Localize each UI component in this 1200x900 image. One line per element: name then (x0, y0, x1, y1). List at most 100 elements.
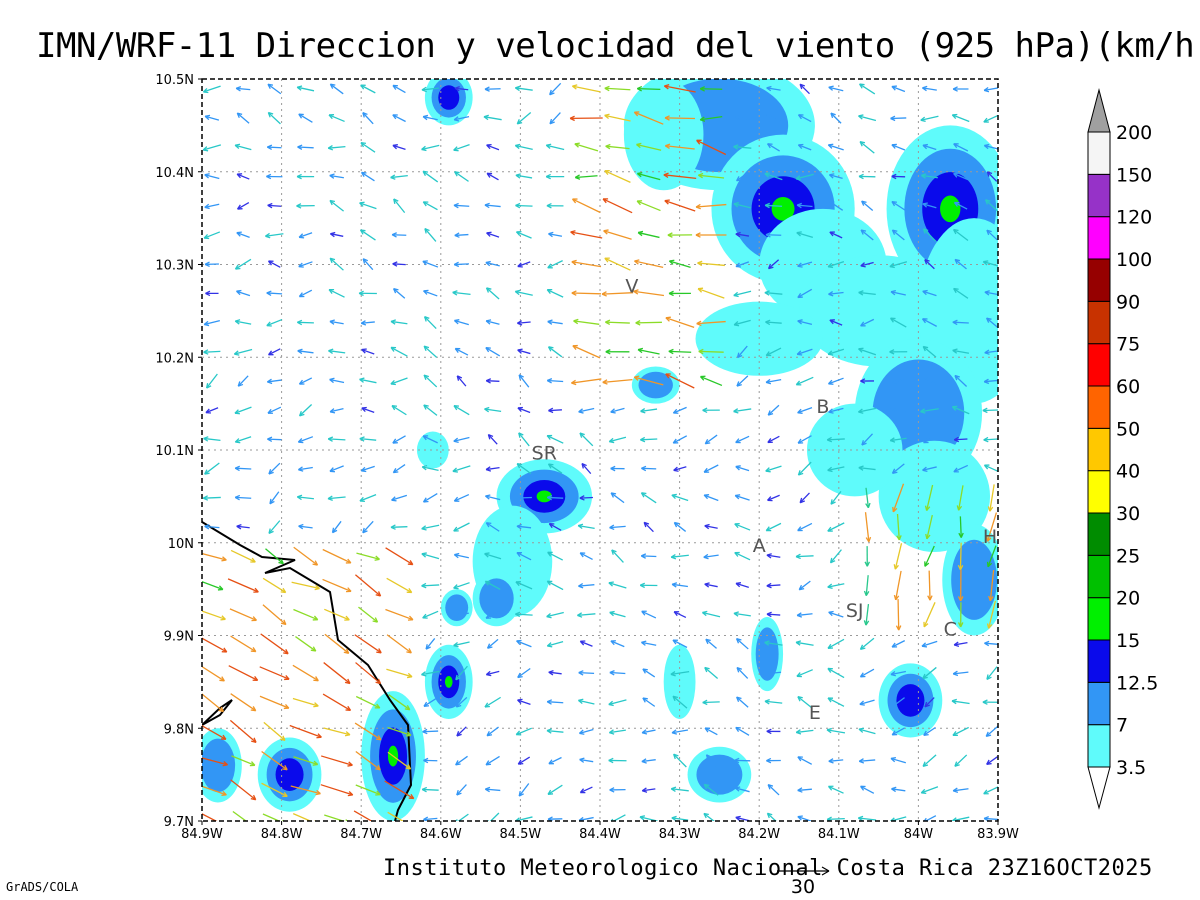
wind-arrow (514, 289, 533, 296)
wind-arrow (453, 641, 470, 648)
city-label: A (753, 535, 766, 557)
wind-arrow (205, 407, 219, 414)
wind-arrow (267, 436, 282, 443)
wind-arrow (234, 258, 252, 270)
wind-arrow (827, 667, 845, 679)
x-tick-label: 84.4W (579, 827, 621, 842)
wind-arrow (859, 83, 876, 95)
colorbar-swatch (1087, 681, 1111, 726)
wind-arrow (484, 786, 501, 793)
wind-arrow (453, 552, 469, 559)
wind-arrow (795, 553, 814, 560)
colorbar-swatch (1087, 343, 1111, 387)
wind-arrow (829, 231, 843, 239)
wind-arrow (608, 699, 627, 707)
wind-arrow (360, 465, 375, 473)
y-tick-label: 10.4N (155, 166, 194, 181)
wind-arrow (204, 523, 220, 530)
wind-arrow (952, 348, 970, 354)
wind-arrow (924, 259, 935, 270)
wind-arrow (924, 484, 934, 511)
wind-arrow (329, 83, 344, 95)
colorbar-label: 75 (1116, 334, 1140, 356)
wind-arrow (422, 493, 438, 503)
wind-arrow (260, 633, 289, 655)
wind-arrow (954, 374, 968, 387)
wind-arrow (667, 232, 693, 238)
wind-arrow (696, 139, 727, 156)
wind-arrow (953, 464, 969, 473)
wind-arrow (664, 115, 695, 121)
wind-arrow (391, 494, 408, 502)
wind-arrow (699, 375, 723, 387)
wind-arrow (547, 784, 563, 796)
wind-arrow (986, 317, 998, 328)
wind-arrow (891, 229, 905, 241)
wind-arrow (517, 320, 531, 326)
wind-arrow (695, 203, 727, 210)
wind-arrow (859, 141, 875, 154)
wind-arrow (579, 640, 593, 647)
wind-arrow (573, 318, 600, 325)
wind-arrow (424, 227, 437, 242)
wind-arrow (953, 201, 968, 210)
wind-arrow (859, 668, 875, 678)
wind-arrow (265, 232, 284, 239)
wind-arrow (484, 696, 501, 708)
colorbar-label: 90 (1116, 291, 1140, 313)
colorbar-label: 40 (1116, 461, 1140, 483)
wind-arrow (735, 582, 749, 588)
wind-arrow (234, 436, 252, 444)
wind-arrow (696, 320, 726, 327)
wind-arrow (324, 814, 349, 821)
wind-arrow (633, 289, 665, 297)
wind-arrow (453, 436, 470, 443)
wind-arrow (766, 812, 777, 821)
wind-arrow (766, 611, 781, 618)
wind-arrow (766, 85, 781, 92)
wind-arrow (546, 494, 564, 501)
wind-arrow (292, 697, 319, 708)
wind-arrow (891, 640, 906, 648)
wind-arrow (891, 727, 905, 736)
wind-arrow (202, 724, 227, 740)
wind-arrow (392, 144, 406, 151)
wind-arrow (636, 171, 661, 181)
nicoya-coastline (202, 699, 233, 726)
wind-arrow (298, 289, 313, 298)
wind-arrow (425, 638, 436, 650)
wind-arrow (453, 522, 470, 532)
wind-arrow (697, 260, 725, 267)
x-tick-label: 84.2W (738, 827, 780, 842)
wind-arrow (355, 695, 381, 709)
wind-arrow (610, 407, 625, 414)
wind-arrow (697, 287, 725, 299)
wind-arrow (393, 198, 406, 214)
wind-arrow (329, 257, 344, 271)
wind-arrow (423, 374, 438, 388)
wind-arrow (923, 435, 936, 444)
wind-arrow (703, 553, 719, 560)
colorbar-label: 30 (1116, 503, 1140, 525)
colorbar: 3.5 7 12.5 15 20 25 30 40 50 60 75 90 100 120 150 200 (1087, 88, 1158, 810)
wind-arrow (670, 553, 689, 560)
wind-arrow (827, 697, 845, 707)
wind-arrow (704, 434, 718, 445)
wind-arrow (605, 319, 630, 326)
wind-arrow (229, 608, 257, 622)
wind-arrow (890, 317, 907, 328)
wind-arrow (388, 694, 411, 711)
wind-arrow (202, 85, 221, 94)
wind-arrow (453, 143, 470, 152)
x-tick-label: 84.8W (261, 827, 303, 842)
wind-arrow (230, 779, 257, 801)
reference-vector-label: 30 (791, 876, 815, 898)
wind-arrow (485, 466, 500, 472)
wind-arrow (891, 200, 906, 211)
wind-arrow (605, 143, 630, 150)
wind-arrow (633, 375, 664, 386)
wind-arrow (204, 203, 220, 210)
wind-arrow (827, 261, 845, 269)
wind-arrow (454, 347, 469, 356)
